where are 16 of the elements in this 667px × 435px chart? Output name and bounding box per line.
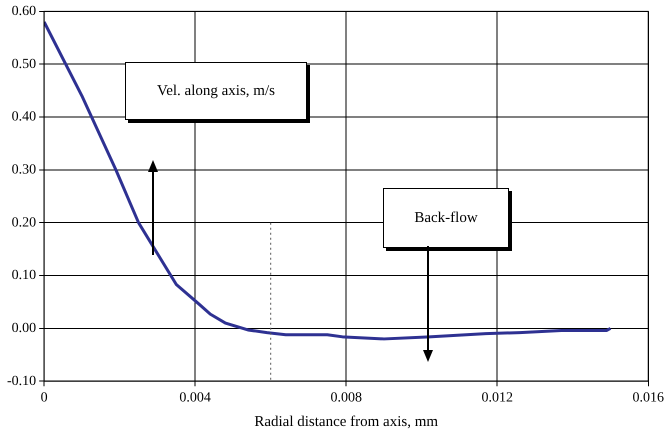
x-tick-label: 0 — [40, 390, 48, 406]
callout-box: Back-flow — [383, 188, 509, 248]
x-axis-title: Radial distance from axis, mm — [254, 414, 438, 430]
y-tick-label: 0.60 — [12, 4, 36, 20]
y-tick-label: 0.30 — [12, 162, 36, 178]
y-tick-label: 0.00 — [12, 321, 36, 336]
y-tick-label: -0.10 — [6, 374, 36, 389]
x-tick-label: 0.016 — [632, 390, 664, 406]
y-tick-label: 0.50 — [12, 56, 36, 72]
y-tick-label: 0.20 — [12, 215, 36, 230]
x-tick-label: 0.008 — [330, 390, 362, 406]
y-tick-label: 0.10 — [12, 268, 36, 284]
y-tick-label: 0.40 — [12, 110, 36, 125]
callout-box: Vel. along axis, m/s — [125, 62, 307, 120]
x-tick-label: 0.004 — [179, 390, 211, 406]
x-tick-label: 0.012 — [481, 390, 513, 406]
